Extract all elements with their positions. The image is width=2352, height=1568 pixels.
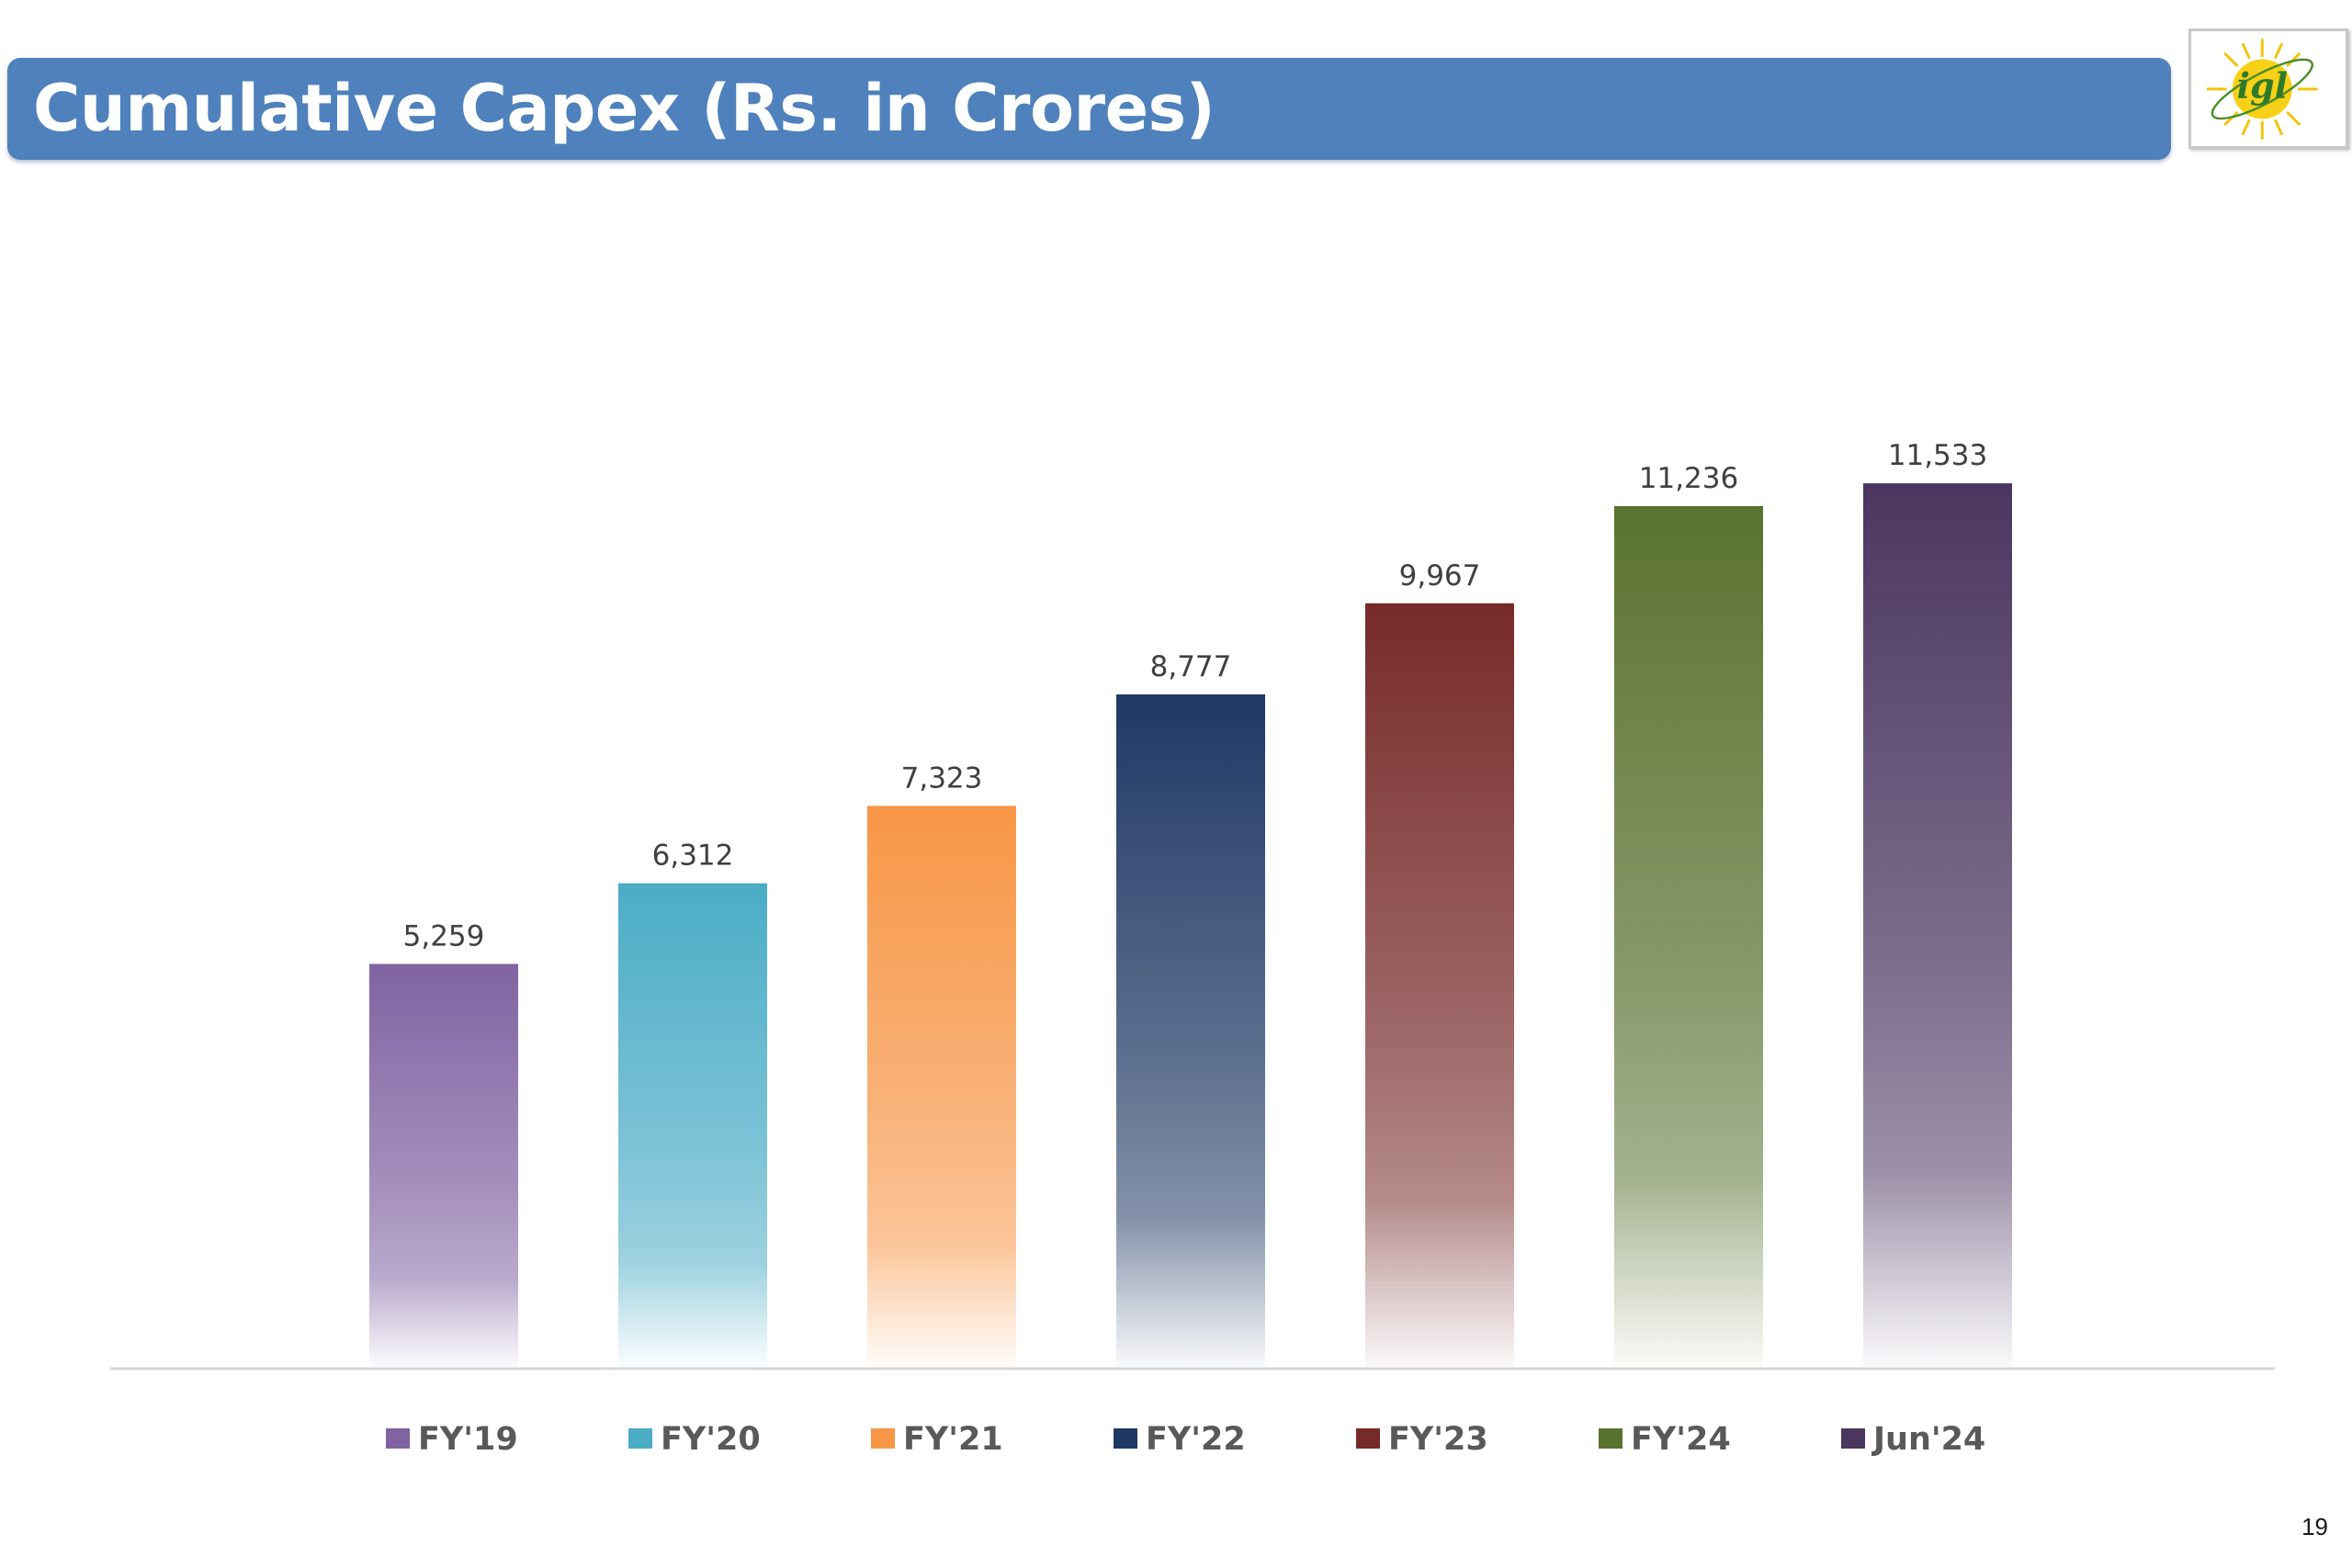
legend-swatch-FY'24 xyxy=(1599,1428,1623,1449)
legend-swatch-FY'23 xyxy=(1356,1428,1380,1449)
data-label-FY'24: 11,236 xyxy=(1639,462,1738,495)
legend-label-FY'24: FY'24 xyxy=(1631,1421,1731,1458)
legend-swatch-FY'20 xyxy=(628,1428,652,1449)
legend-swatch-FY'22 xyxy=(1114,1428,1137,1449)
slide-title: Cumulative Capex (Rs. in Crores) xyxy=(33,71,1216,146)
bar-FY'24 xyxy=(1614,505,1763,1367)
sun-rays xyxy=(2206,39,2318,140)
igl-logo-icon: igl xyxy=(2206,39,2318,140)
legend-label-FY'20: FY'20 xyxy=(661,1421,761,1458)
bar-Jun'24 xyxy=(1863,483,2012,1367)
bar-FY'21 xyxy=(867,806,1016,1367)
legend-label-FY'23: FY'23 xyxy=(1388,1421,1488,1458)
data-label-FY'19: 5,259 xyxy=(403,919,485,953)
legend-swatch-FY'19 xyxy=(386,1428,410,1449)
page-number: 19 xyxy=(2301,1513,2328,1540)
title-bar: Cumulative Capex (Rs. in Crores) xyxy=(7,58,2171,160)
data-label-FY'20: 6,312 xyxy=(652,840,734,873)
bar-FY'19 xyxy=(369,964,518,1367)
data-label-FY'23: 9,967 xyxy=(1399,559,1481,592)
legend-swatch-FY'21 xyxy=(871,1428,895,1449)
bar-FY'23 xyxy=(1365,603,1514,1367)
data-label-FY'21: 7,323 xyxy=(901,761,983,795)
bar-FY'20 xyxy=(618,883,767,1367)
legend-swatch-Jun'24 xyxy=(1841,1428,1865,1449)
legend-label-Jun'24: Jun'24 xyxy=(1871,1421,1985,1458)
igl-logo-text: igl xyxy=(2236,65,2288,107)
data-label-FY'22: 8,777 xyxy=(1150,650,1232,683)
bar-FY'22 xyxy=(1116,694,1265,1367)
igl-logo: igl xyxy=(2188,28,2348,149)
legend-label-FY'22: FY'22 xyxy=(1146,1421,1246,1458)
legend-label-FY'21: FY'21 xyxy=(903,1421,1003,1458)
legend-label-FY'19: FY'19 xyxy=(418,1421,518,1458)
data-label-Jun'24: 11,533 xyxy=(1888,439,1987,472)
